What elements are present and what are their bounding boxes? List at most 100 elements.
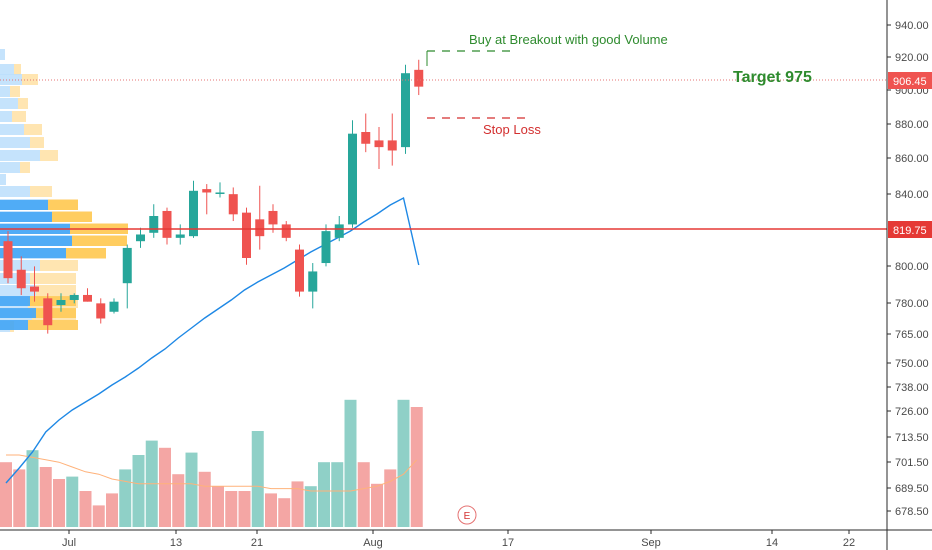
volume-profile-value-area (0, 308, 36, 318)
volume-profile-bar-sell (18, 98, 28, 109)
candle-body[interactable] (3, 241, 13, 279)
candle-body[interactable] (255, 219, 265, 237)
volume-bar[interactable] (66, 476, 79, 527)
volume-bar[interactable] (26, 450, 39, 527)
volume-bar[interactable] (106, 493, 118, 527)
volume-profile-value-area (0, 236, 72, 246)
volume-profile-value-area-sell (66, 248, 106, 258)
earnings-icon[interactable] (457, 505, 477, 525)
volume-bar[interactable] (331, 462, 344, 527)
candle-body[interactable] (122, 247, 132, 284)
candle-body[interactable] (30, 286, 39, 292)
candle-body[interactable] (175, 234, 185, 238)
volume-profile-bar (0, 260, 40, 271)
volume-profile-value-area-sell (36, 308, 76, 318)
candle-body[interactable] (109, 301, 119, 312)
candle-body[interactable] (414, 69, 424, 87)
candle-body[interactable] (334, 224, 344, 238)
volume-bar[interactable] (132, 455, 145, 527)
volume-profile-bar (0, 273, 30, 284)
volume-bar[interactable] (13, 469, 26, 527)
candle-body[interactable] (83, 294, 92, 302)
volume-profile-bar (0, 74, 22, 85)
volume-bar[interactable] (318, 462, 330, 527)
volume-profile-bar (0, 137, 30, 148)
candle-body[interactable] (242, 212, 251, 258)
price-tick-label: 940.00 (895, 20, 929, 32)
volume-bar[interactable] (251, 431, 264, 527)
candle-body[interactable] (321, 231, 331, 264)
volume-bar[interactable] (357, 462, 370, 527)
candle-body[interactable] (215, 192, 225, 194)
volume-profile-bar (0, 285, 36, 296)
volume-profile-bar-sell (40, 260, 78, 271)
candle-body[interactable] (43, 298, 53, 326)
candle-body[interactable] (16, 269, 26, 289)
price-tick-label: 738.00 (895, 382, 929, 394)
candle-body[interactable] (162, 210, 172, 238)
volume-bar[interactable] (198, 471, 211, 527)
volume-profile-bar-sell (10, 86, 20, 97)
candle-body[interactable] (401, 73, 410, 148)
volume-bar[interactable] (79, 491, 92, 527)
candle-body[interactable] (361, 132, 371, 144)
candle-body[interactable] (149, 216, 159, 233)
time-tick-label: 21 (251, 537, 263, 549)
volume-bar[interactable] (238, 491, 251, 527)
volume-bar[interactable] (0, 462, 12, 527)
volume-bar[interactable] (92, 505, 105, 527)
price-tick-label: 800.00 (895, 261, 929, 273)
volume-bar[interactable] (225, 491, 238, 527)
time-tick-label: Jul (62, 537, 76, 549)
candle-body[interactable] (308, 271, 318, 292)
candle-body[interactable] (56, 300, 66, 306)
candle-body[interactable] (374, 140, 384, 148)
target-annotation[interactable]: Target 975 (733, 69, 812, 86)
time-axis[interactable]: Jul 13 21 Aug 17 Sep 14 22 (62, 530, 855, 549)
volume-bar[interactable] (53, 479, 65, 527)
volume-profile-value-area-sell (72, 236, 127, 246)
candle-body[interactable] (136, 234, 145, 242)
volume-profile-bar (0, 86, 10, 97)
volume-bar[interactable] (172, 474, 185, 527)
candle-body[interactable] (202, 189, 212, 193)
candle-body[interactable] (387, 140, 397, 151)
volume-bar[interactable] (304, 486, 317, 527)
volume-profile-value-area-sell (30, 296, 76, 306)
buy-annotation[interactable]: Buy at Breakout with good Volume (469, 32, 668, 47)
candle-body[interactable] (295, 249, 304, 292)
candle-body[interactable] (96, 303, 106, 319)
candle-body[interactable] (348, 133, 357, 225)
price-tick-label: 678.50 (895, 506, 929, 518)
ma-polyline[interactable] (5, 196, 420, 484)
price-tick-label: 713.50 (895, 432, 929, 444)
volume-bar[interactable] (384, 469, 397, 527)
candle-body[interactable] (281, 224, 291, 238)
price-axis[interactable]: 940.00920.00900.00880.00860.00840.00800.… (887, 20, 929, 518)
volume-bar[interactable] (371, 483, 383, 527)
volume-bar[interactable] (212, 486, 224, 527)
volume-bar[interactable] (185, 452, 198, 527)
candle-body[interactable] (268, 210, 278, 225)
volume-bar[interactable] (278, 498, 291, 527)
volume-bar[interactable] (159, 447, 171, 527)
volume-profile-bar (0, 98, 18, 109)
volume-profile-bar-sell (14, 64, 21, 75)
volume-profile-value-area-sell (52, 212, 92, 222)
volume-bar[interactable] (291, 481, 304, 527)
candle-body[interactable] (228, 194, 238, 215)
volume-bar[interactable] (410, 407, 423, 527)
volume-profile-value-area (0, 200, 48, 210)
volume-profile-bar-sell (30, 186, 52, 197)
volume-bar[interactable] (397, 399, 410, 527)
volume-bar[interactable] (265, 493, 277, 527)
candle-body[interactable] (69, 294, 79, 300)
volume-bar[interactable] (119, 469, 132, 527)
candle-body[interactable] (189, 190, 198, 237)
volume-bar[interactable] (39, 467, 52, 527)
volume-profile-bar-sell (40, 150, 58, 161)
support-price-label: 819.75 (893, 225, 927, 237)
volume-profile-bar-sell (20, 162, 30, 173)
volume-bar[interactable] (344, 399, 357, 527)
stop-annotation[interactable]: Stop Loss (483, 122, 541, 137)
